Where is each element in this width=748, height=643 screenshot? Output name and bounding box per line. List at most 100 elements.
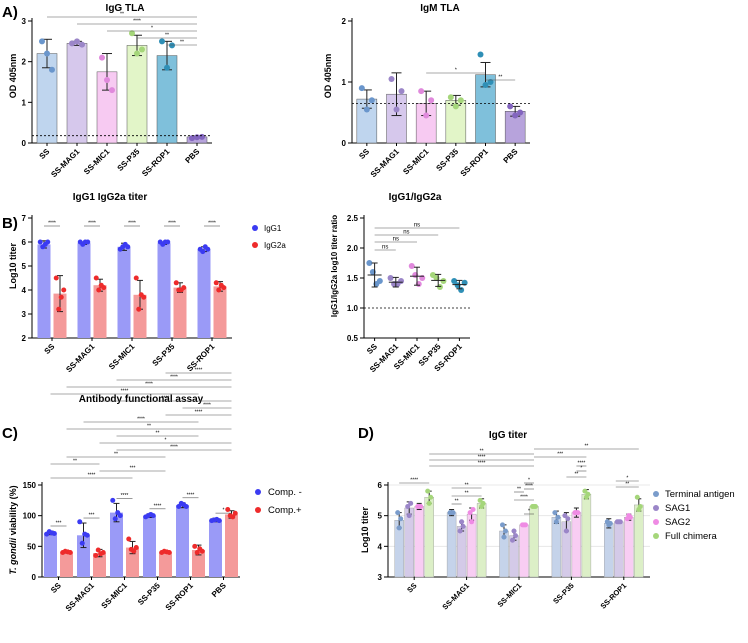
data-point [477, 51, 484, 58]
data-point [617, 519, 623, 525]
significance-label: ** [498, 75, 502, 81]
data-point [366, 260, 373, 266]
bar [117, 246, 131, 338]
data-point [428, 97, 435, 104]
data-point [194, 134, 200, 141]
data-point [477, 497, 483, 503]
data-point [426, 500, 432, 506]
category-label: SS-MIC1 [496, 581, 524, 609]
significance-label: * [151, 26, 153, 32]
data-point [507, 103, 514, 110]
significance-label: *** [557, 452, 563, 458]
data-point [216, 518, 222, 524]
y-label-igg-tla: OD 405nm [8, 54, 18, 99]
data-point [150, 513, 156, 519]
significance-label: ** [147, 424, 151, 430]
significance-label: ** [180, 40, 184, 46]
category-label: SS-ROP1 [599, 581, 629, 611]
significance-label: ** [625, 482, 629, 488]
data-point [500, 522, 505, 528]
data-point [136, 306, 142, 312]
chart-title-igg1-igg2a: IgG1 IgG2a titer [73, 192, 148, 203]
data-point [93, 275, 99, 281]
bar [476, 503, 487, 578]
category-label: SS-MAG1 [64, 581, 97, 614]
data-point [428, 494, 434, 500]
chart-title-functional: Antibody functional assay [79, 394, 204, 405]
category-label: SS-MAG1 [369, 147, 402, 180]
data-point [200, 249, 206, 255]
data-point [51, 530, 57, 536]
legend-label-comp-plus: Comp.+ [268, 505, 302, 516]
y-tick-label: 3 [22, 310, 27, 319]
legend-label-igg2a: IgG2a [264, 241, 286, 250]
data-point [388, 75, 395, 82]
significance-label: ** [480, 449, 484, 455]
bar [197, 249, 211, 338]
y-tick-label: 50 [27, 542, 36, 551]
data-point [125, 244, 131, 250]
data-point [141, 294, 147, 300]
bar [173, 287, 187, 338]
data-point [74, 38, 80, 45]
chart-title-igg-tla: IgG TLA [106, 3, 145, 14]
y-tick-label: 3 [22, 17, 27, 26]
significance-label: **** [88, 473, 96, 479]
legend-marker-full [653, 533, 659, 539]
data-point [205, 246, 211, 252]
significance-label: * [455, 68, 457, 74]
data-point [501, 534, 507, 540]
data-point [109, 87, 115, 94]
data-point [139, 46, 145, 53]
category-label: PBS [502, 147, 520, 165]
legend-igg1-igg2a: IgG1 IgG2a [252, 224, 286, 250]
significance-label: **** [195, 368, 203, 374]
bar [157, 243, 171, 338]
bar [93, 553, 106, 577]
legend-marker-comp-minus [255, 489, 261, 495]
data-point [213, 280, 219, 286]
y-tick-label: 0 [22, 139, 27, 148]
data-point [112, 516, 118, 522]
data-point [398, 278, 405, 284]
category-label: SS [38, 147, 52, 161]
data-point [183, 503, 189, 509]
data-point [101, 285, 107, 291]
panel-label-a: A) [2, 4, 18, 21]
data-point [376, 278, 383, 284]
category-label: SS-P35 [434, 147, 460, 173]
data-point [450, 510, 456, 516]
data-point [225, 507, 231, 513]
data-point [482, 82, 489, 89]
significance-label: **** [154, 503, 162, 509]
data-point [199, 133, 205, 140]
data-point [585, 491, 591, 497]
significance-label: *** [89, 513, 95, 519]
significance-label: ns [403, 230, 409, 236]
data-point [39, 38, 45, 45]
significance-label: **** [578, 461, 586, 467]
category-label: SS-ROP1 [459, 147, 491, 179]
significance-label: **** [170, 445, 178, 451]
category-label: SS-P35 [551, 581, 576, 606]
data-point [232, 510, 238, 516]
bar [519, 524, 529, 578]
significance-label: **** [133, 19, 141, 25]
y-label-functional-rest: viability (%) [8, 485, 18, 538]
bar [404, 507, 414, 578]
significance-label: ** [455, 499, 459, 505]
bar [581, 494, 592, 578]
data-point [447, 94, 454, 101]
category-label: SS-ROP1 [164, 581, 196, 613]
bar [110, 512, 123, 577]
bar [192, 550, 205, 577]
bar [424, 497, 434, 578]
significance-label: * [580, 466, 582, 472]
bar [634, 504, 644, 578]
data-point [79, 540, 85, 546]
y-tick-label: 1 [22, 98, 27, 107]
data-point [440, 278, 447, 284]
significance-label: ** [574, 472, 578, 478]
